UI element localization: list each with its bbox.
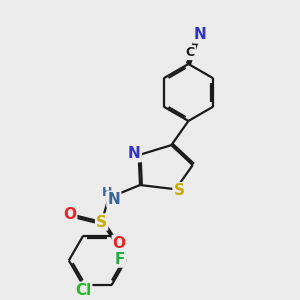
Text: O: O <box>63 207 76 222</box>
Text: N: N <box>194 28 207 43</box>
Text: S: S <box>96 214 107 230</box>
Text: Cl: Cl <box>75 283 91 298</box>
Text: N: N <box>128 146 141 161</box>
Text: H: H <box>102 186 112 199</box>
Text: C: C <box>186 46 195 59</box>
Text: N: N <box>107 192 120 207</box>
Text: F: F <box>115 251 125 266</box>
Text: O: O <box>113 236 126 251</box>
Text: S: S <box>173 183 184 198</box>
